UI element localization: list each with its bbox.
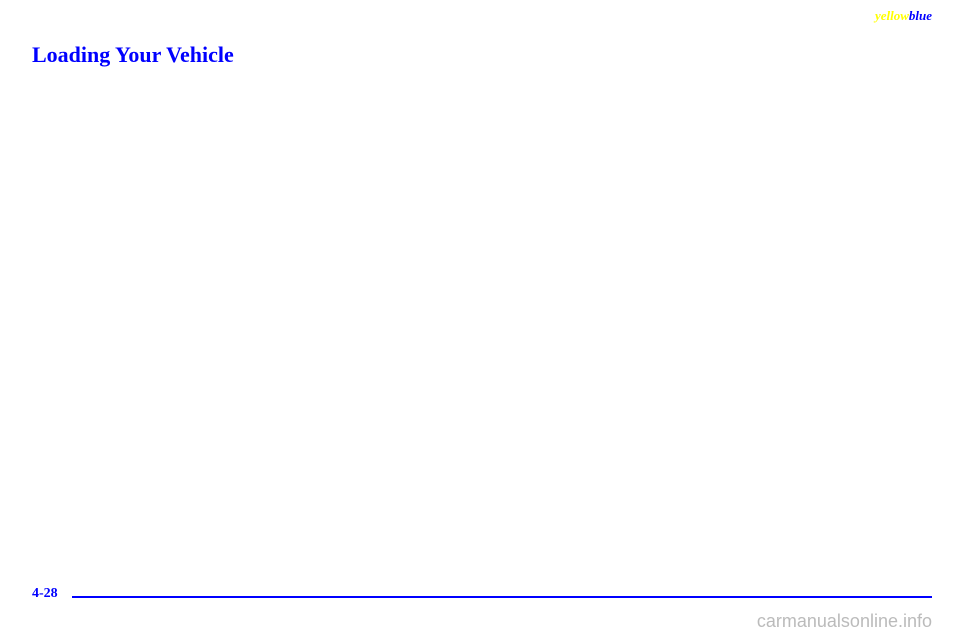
section-title: Loading Your Vehicle: [32, 42, 234, 68]
watermark-text: carmanualsonline.info: [757, 611, 932, 632]
header-blue-text: blue: [909, 8, 932, 23]
page-number: 4-28: [32, 586, 58, 602]
header-tag: yellowblue: [875, 8, 932, 24]
footer-divider: [72, 596, 932, 598]
header-yellow-text: yellow: [875, 8, 909, 23]
